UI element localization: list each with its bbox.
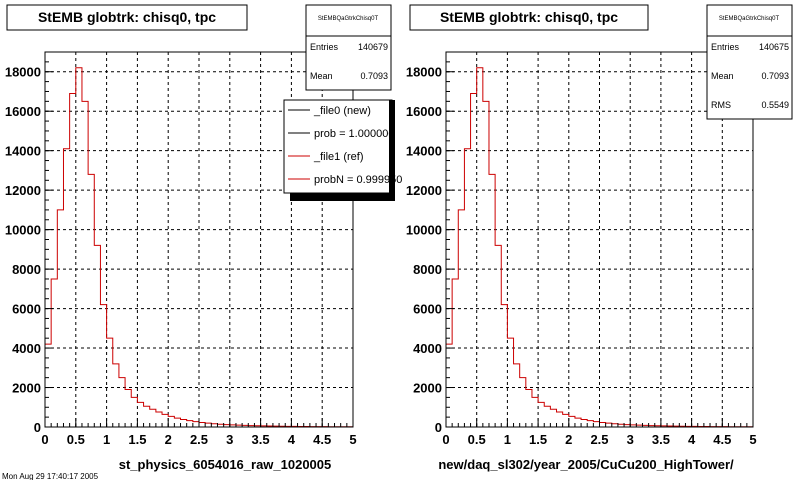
x-tick-label: 1 (504, 432, 511, 447)
y-tick-label: 14000 (5, 144, 41, 159)
x-tick-label: 5 (749, 432, 756, 447)
y-tick-label: 18000 (406, 65, 442, 80)
x-axis-label-right: new/daq_sl302/year_2005/CuCu200_HighTowe… (438, 457, 734, 472)
x-tick-label: 2.5 (190, 432, 208, 447)
title-box-right (409, 4, 649, 31)
y-axis-left: 0 2000 4000 6000 8000 10000 12000 14000 16000 180… (5, 51, 53, 435)
x-tick-label: 3 (627, 432, 634, 447)
x-tick-label: 0.5 (67, 432, 85, 447)
stats-mean-left: 0.7093 (360, 71, 388, 81)
y-tick-label: 2000 (413, 381, 442, 396)
x-axis-right: 0 0.5 1 1.5 2 2.5 3 3.5 4 4.5 5 (442, 418, 757, 447)
y-axis-right: 0 2000 4000 6000 8000 10000 12000 14000 16000 180… (406, 51, 454, 435)
y-tick-label: 16000 (406, 104, 442, 119)
legend-entry: _file0 (new) (313, 105, 371, 117)
stats-mean-label-left: Mean (310, 71, 333, 81)
title-left: StEMB globtrk: chisq0, tpc (38, 9, 216, 25)
x-tick-label: 2 (165, 432, 172, 447)
y-tick-label: 6000 (12, 302, 41, 317)
y-tick-label: 4000 (413, 341, 442, 356)
y-tick-label: 2000 (12, 381, 41, 396)
x-tick-label: 1 (103, 432, 110, 447)
stats-entries-label-right: Entries (711, 42, 740, 52)
y-tick-label: 8000 (413, 262, 442, 277)
x-tick-label: 2 (565, 432, 572, 447)
x-tick-label: 0.5 (468, 432, 486, 447)
stats-name-left: StEMBQaGtrkChisq0T (318, 16, 379, 22)
stats-name-right: StEMBQaGtrkChisq0T (719, 16, 780, 22)
stats-box-left: StEMBQaGtrkChisq0T Entries 140679 Mean 0… (305, 4, 392, 91)
x-tick-label: 4.5 (713, 432, 731, 447)
x-axis-left: 0 0.5 1 1.5 2 2.5 3 3.5 4 4.5 5 (41, 418, 357, 447)
grid-left (45, 52, 353, 427)
x-tick-label: 3 (226, 432, 233, 447)
y-tick-label: 0 (435, 420, 442, 435)
y-tick-label: 10000 (406, 223, 442, 238)
y-tick-label: 12000 (5, 183, 41, 198)
x-tick-label: 1.5 (529, 432, 547, 447)
stats-rms-right: 0.5549 (761, 100, 789, 110)
y-tick-label: 12000 (406, 183, 442, 198)
x-tick-label: 0 (442, 432, 449, 447)
x-tick-label: 2.5 (590, 432, 608, 447)
stats-entries-left: 140679 (358, 42, 388, 52)
x-tick-label: 3.5 (652, 432, 670, 447)
y-tick-label: 4000 (12, 341, 41, 356)
title-box-left (6, 4, 248, 31)
stats-rms-label-right: RMS (711, 100, 731, 110)
x-tick-label: 4 (288, 432, 296, 447)
y-tick-label: 18000 (5, 65, 41, 80)
x-axis-label-left: st_physics_6054016_raw_1020005 (119, 457, 332, 472)
legend-left: _file0 (new) prob = 1.000000 _file1 (ref) p… (283, 99, 402, 201)
x-tick-label: 3.5 (252, 432, 270, 447)
x-tick-label: 0 (41, 432, 48, 447)
y-tick-label: 10000 (5, 223, 41, 238)
histogram-panel-right: StEMB globtrk: chisq0, tpc 0 2000 4000 6000… (406, 4, 793, 472)
y-tick-label: 14000 (406, 144, 442, 159)
legend-entry: prob = 1.000000 (314, 128, 394, 140)
x-tick-label: 5 (349, 432, 356, 447)
x-tick-label: 1.5 (128, 432, 146, 447)
stats-box-right: StEMBQaGtrkChisq0T Entries 140675 Mean 0… (706, 4, 793, 120)
y-tick-label: 0 (34, 420, 41, 435)
footer-timestamp: Mon Aug 29 17:40:17 2005 (2, 472, 99, 480)
x-tick-label: 4.5 (313, 432, 331, 447)
y-tick-label: 8000 (12, 262, 41, 277)
stats-mean-label-right: Mean (711, 71, 734, 81)
legend-entry: _file1 (ref) (313, 151, 364, 163)
title-right: StEMB globtrk: chisq0, tpc (440, 9, 618, 25)
histogram-panel-left: StEMB globtrk: chisq0, tpc 0 2000 4000 6000… (5, 4, 402, 472)
stats-mean-right: 0.7093 (761, 71, 789, 81)
x-tick-label: 4 (688, 432, 696, 447)
y-tick-label: 16000 (5, 104, 41, 119)
stats-entries-label-left: Entries (310, 42, 339, 52)
y-tick-label: 6000 (413, 302, 442, 317)
legend-entry: probN = 0.999950 (314, 174, 402, 186)
stats-entries-right: 140675 (759, 42, 789, 52)
